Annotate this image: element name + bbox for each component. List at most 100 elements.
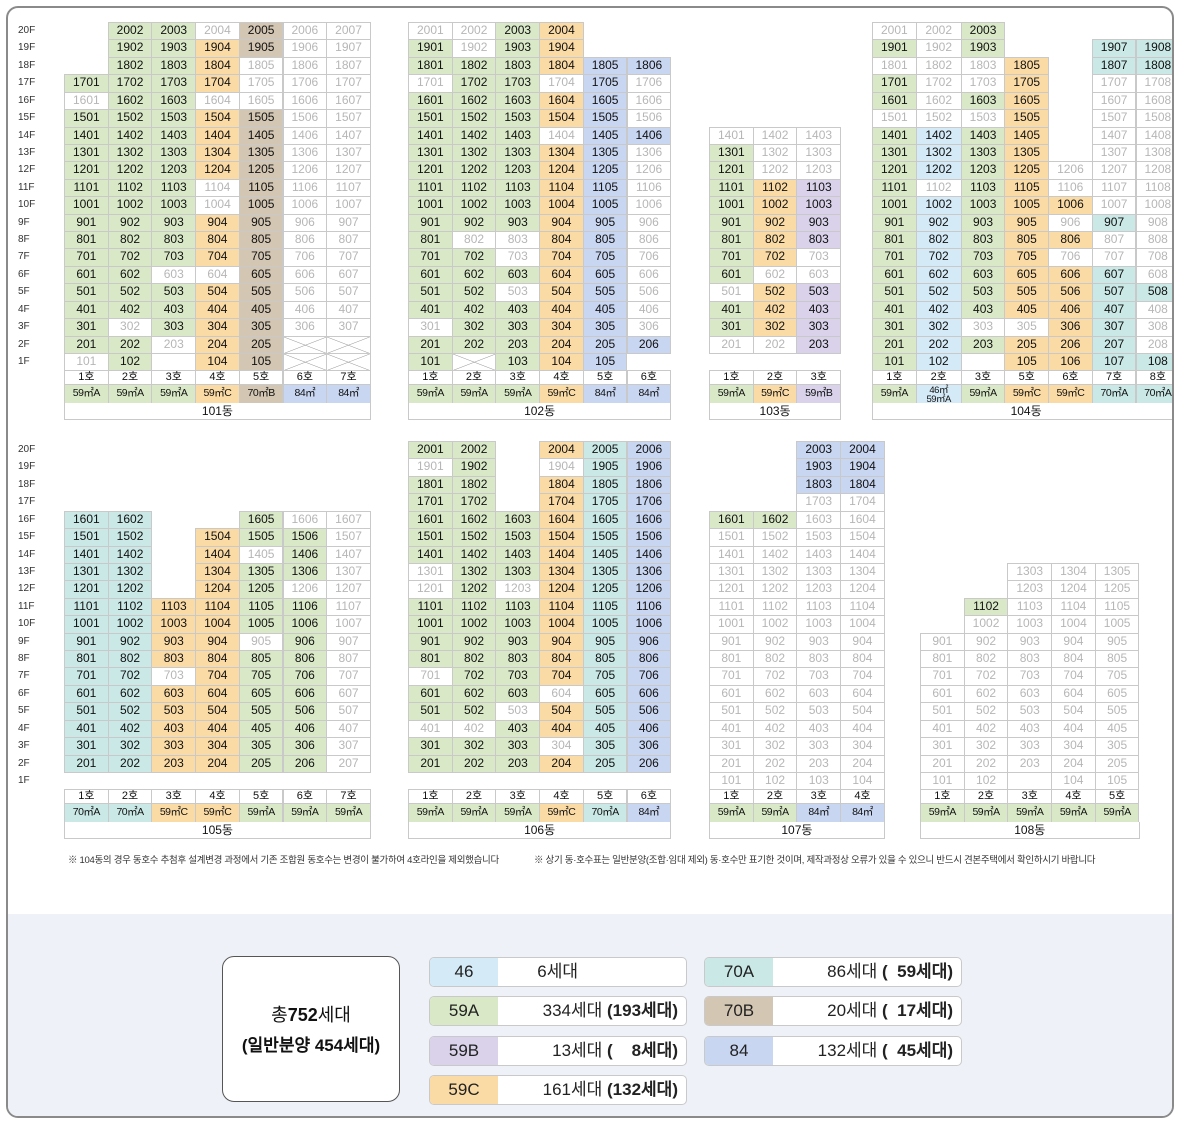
- unit-101-1905: 1905: [238, 39, 284, 58]
- line-type-108-3: 59㎡A: [1007, 803, 1053, 824]
- unit-104-708: 708: [1135, 248, 1172, 267]
- floor-label-13f: 13F: [18, 565, 36, 577]
- unit-106-1802: 1802: [451, 475, 497, 495]
- unit-102-603: 603: [495, 265, 541, 285]
- unit-108-1304: 1304: [1051, 562, 1096, 582]
- unit-105-607: 607: [326, 684, 371, 704]
- unit-101-1106: 1106: [282, 178, 328, 198]
- floor-label-5f: 5F: [18, 286, 30, 298]
- line-type-105-4: 59㎡C: [195, 803, 240, 824]
- unit-107-204: 204: [840, 754, 885, 773]
- unit-108-1204: 1204: [1051, 580, 1096, 599]
- unit-106-1006: 1006: [626, 615, 672, 634]
- total-count: 752: [287, 1005, 318, 1025]
- unit-102-605: 605: [582, 265, 628, 285]
- line-type-106-3: 59㎡A: [495, 803, 541, 824]
- unit-102-1503: 1503: [495, 109, 541, 128]
- line-label-105-2: 2호: [107, 789, 153, 805]
- unit-107-803: 803: [796, 650, 842, 669]
- unit-108-403: 403: [1007, 719, 1053, 739]
- unit-107-303: 303: [796, 737, 842, 756]
- unit-106-501: 501: [408, 702, 453, 721]
- unit-104-1307: 1307: [1091, 143, 1137, 163]
- unit-105-401: 401: [64, 719, 109, 739]
- line-type-102-3: 59㎡A: [495, 384, 541, 405]
- unit-101-1102: 1102: [107, 178, 153, 198]
- floor-label-16f: 16F: [18, 94, 36, 106]
- unit-103-1203: 1203: [796, 161, 842, 180]
- unit-108-505: 505: [1094, 702, 1140, 721]
- unit-105-1007: 1007: [326, 615, 371, 634]
- unit-106-1502: 1502: [451, 528, 497, 547]
- line-label-105-7: 7호: [326, 789, 371, 805]
- unit-101-1004: 1004: [195, 196, 240, 215]
- unit-105-1001: 1001: [64, 615, 109, 634]
- unit-104-105: 105: [1004, 352, 1050, 372]
- unit-108-602: 602: [963, 684, 1009, 704]
- unit-103-201: 201: [709, 335, 754, 354]
- unit-101-1006: 1006: [282, 196, 328, 215]
- unit-101-901: 901: [64, 213, 109, 233]
- line-label-102-2: 2호: [451, 370, 497, 386]
- unit-107-702: 702: [752, 667, 798, 686]
- unit-107-1102: 1102: [752, 597, 798, 617]
- unit-104-1903: 1903: [960, 39, 1006, 58]
- unit-102-1701: 1701: [408, 74, 453, 93]
- unit-102-204: 204: [539, 335, 584, 354]
- unit-104-901: 901: [872, 213, 917, 233]
- line-type-102-4: 59㎡C: [539, 384, 584, 405]
- unit-101-904: 904: [195, 213, 240, 233]
- unit-101-1907: 1907: [326, 39, 371, 58]
- unit-102-2004: 2004: [539, 22, 584, 41]
- unit-101-507: 507: [326, 283, 371, 302]
- unit-106-1402: 1402: [451, 545, 497, 564]
- unit-107-1704: 1704: [840, 493, 885, 512]
- unit-107-201: 201: [709, 754, 754, 773]
- unit-103-302: 302: [752, 318, 798, 337]
- unit-102-202: 202: [451, 335, 497, 354]
- unit-107-1703: 1703: [796, 493, 842, 512]
- floor-label-8f: 8F: [18, 653, 30, 665]
- unit-104-401: 401: [872, 300, 917, 320]
- line-type-107-4: 84㎡: [840, 803, 885, 824]
- unit-104-2002: 2002: [915, 22, 962, 41]
- unit-108-404: 404: [1051, 719, 1096, 739]
- unit-106-1403: 1403: [495, 545, 541, 564]
- floor-label-6f: 6F: [18, 268, 30, 280]
- unit-102-704: 704: [539, 248, 584, 267]
- line-type-104-3: 59㎡A: [960, 384, 1006, 405]
- unit-101-502: 502: [107, 283, 153, 302]
- unit-102-806: 806: [626, 231, 672, 250]
- unit-105-807: 807: [326, 650, 371, 669]
- unit-106-403: 403: [495, 719, 541, 739]
- unit-104-1008: 1008: [1135, 196, 1172, 215]
- unit-104-1601: 1601: [872, 91, 917, 111]
- unit-102-104: 104: [539, 352, 584, 372]
- building-name-104: 104동: [872, 403, 1172, 421]
- unit-103-1103: 1103: [796, 178, 842, 198]
- unit-102-1403: 1403: [495, 126, 541, 145]
- unit-104-1201: 1201: [872, 161, 917, 180]
- unit-105-703: 703: [151, 667, 197, 686]
- unit-101-1605: 1605: [238, 91, 284, 111]
- line-type-105-6: 59㎡A: [282, 803, 328, 824]
- unit-101-1403: 1403: [151, 126, 197, 145]
- unit-105-1505: 1505: [238, 528, 284, 547]
- unit-106-1204: 1204: [539, 580, 584, 599]
- unit-104-305: 305: [1004, 318, 1050, 337]
- unit-102-805: 805: [582, 231, 628, 250]
- unit-107-1904: 1904: [840, 458, 885, 477]
- unit-103-903: 903: [796, 213, 842, 233]
- unit-101-1406: 1406: [282, 126, 328, 145]
- unit-102-1304: 1304: [539, 143, 584, 163]
- legend-count: 20세대 ( 17세대): [827, 1001, 953, 1020]
- unit-104-705: 705: [1004, 248, 1050, 267]
- unit-106-802: 802: [451, 650, 497, 669]
- unit-107-203: 203: [796, 754, 842, 773]
- unit-105-1204: 1204: [195, 580, 240, 599]
- floor-label-17f: 17F: [18, 77, 36, 89]
- unit-107-2004: 2004: [840, 441, 885, 460]
- unit-104-1003: 1003: [960, 196, 1006, 215]
- line-type-102-1: 59㎡A: [408, 384, 453, 405]
- unit-101-207: [326, 335, 371, 354]
